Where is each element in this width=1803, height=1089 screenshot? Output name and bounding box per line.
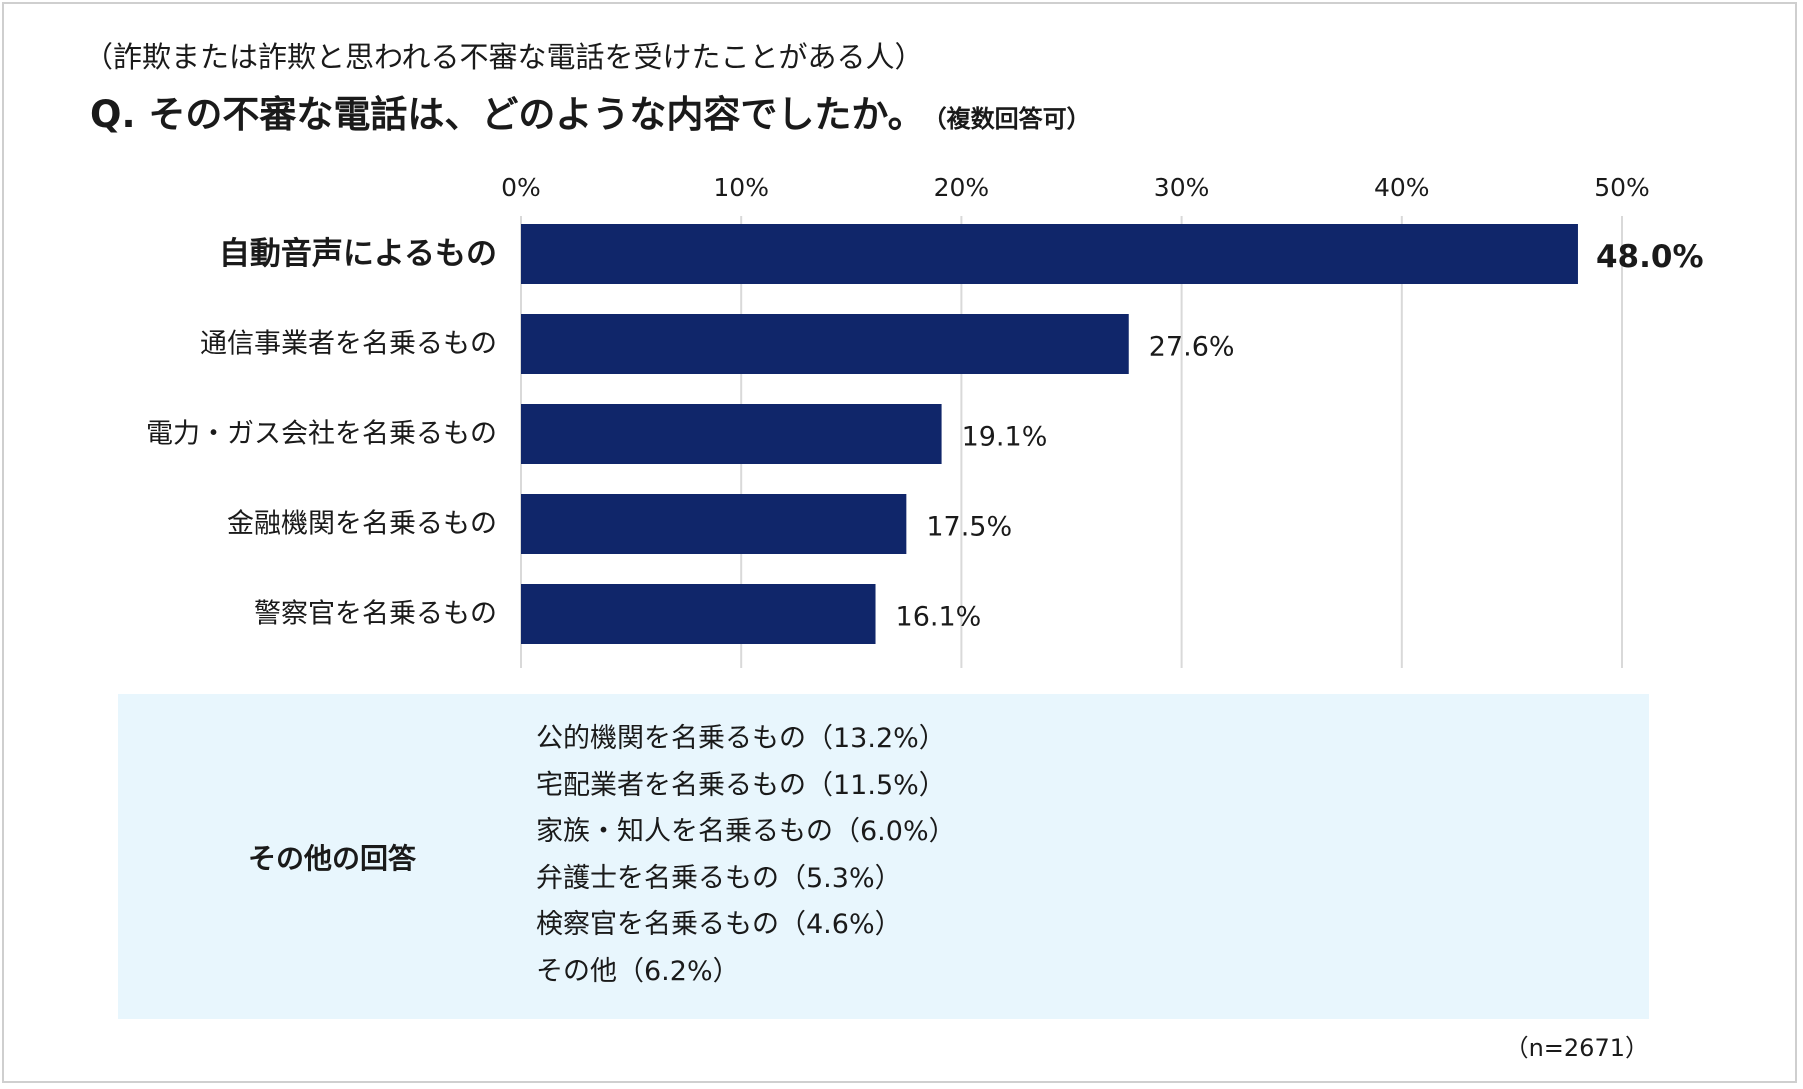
bar-chart: 0% 10% 20% 30% 40% 50% 自動音声によるもの通信事業者を名乗るもの電力… [146, 173, 1704, 668]
value-label: 16.1% [896, 602, 982, 633]
other-answers-heading: その他の回答 [248, 841, 417, 875]
bar [521, 584, 876, 644]
category-label: 金融機関を名乗るもの [227, 509, 497, 540]
category-labels: 自動音声によるもの通信事業者を名乗るもの電力・ガス会社を名乗るもの金融機関を名乗… [146, 236, 497, 630]
x-tick-label: 30% [1154, 173, 1210, 202]
other-answers-panel: その他の回答 公的機関を名乗るもの（13.2%） 宅配業者を名乗るもの（11.5… [118, 694, 1649, 1019]
chart-title: Q. その不審な電話は、どのような内容でしたか。 （複数回答可） [90, 84, 1091, 138]
bars [521, 224, 1578, 644]
value-label: 17.5% [926, 512, 1012, 543]
value-label: 19.1% [962, 422, 1048, 453]
bar [521, 404, 942, 464]
other-answer-item: その他（6.2%） [536, 955, 740, 987]
x-tick-label: 10% [713, 173, 769, 202]
question-text: Q. その不審な電話は、どのような内容でしたか。 [90, 93, 925, 136]
other-answer-item: 公的機関を名乗るもの（13.2%） [536, 723, 946, 754]
other-answer-item: 検察官を名乗るもの（4.6%） [536, 909, 902, 940]
chart-subtitle: （詐欺または詐欺と思われる不審な電話を受けたことがある人） [84, 40, 924, 74]
category-label: 電力・ガス会社を名乗るもの [146, 419, 497, 450]
x-tick-label: 0% [501, 173, 541, 202]
other-answer-item: 宅配業者を名乗るもの（11.5%） [536, 769, 946, 801]
bar [521, 314, 1129, 374]
x-tick-label: 20% [934, 173, 990, 202]
other-answer-item: 弁護士を名乗るもの（5.3%） [536, 862, 902, 894]
other-answer-item: 家族・知人を名乗るもの（6.0%） [536, 816, 956, 847]
other-answers-list: 公的機関を名乗るもの（13.2%） 宅配業者を名乗るもの（11.5%） 家族・知… [536, 716, 956, 995]
x-tick-label: 50% [1594, 173, 1650, 202]
bar [521, 494, 907, 554]
category-label: 警察官を名乗るもの [254, 599, 497, 630]
category-label: 通信事業者を名乗るもの [200, 329, 497, 360]
value-label: 48.0% [1596, 239, 1704, 275]
value-labels: 48.0% 27.6% 19.1% 17.5% 16.1% [896, 239, 1704, 633]
x-tick-label: 40% [1374, 173, 1430, 202]
value-label: 27.6% [1149, 332, 1235, 363]
sample-size: （n=2671） [1504, 1034, 1649, 1062]
x-axis-ticks: 0% 10% 20% 30% 40% 50% [501, 173, 1650, 202]
question-note: （複数回答可） [934, 105, 1091, 133]
bar [521, 224, 1578, 284]
category-label: 自動音声によるもの [219, 236, 497, 272]
